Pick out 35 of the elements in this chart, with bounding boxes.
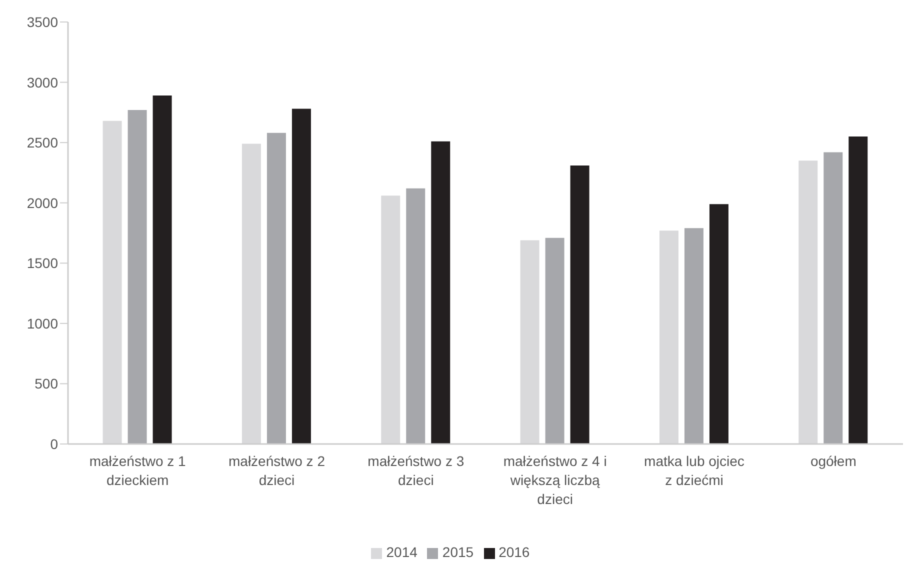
bar (824, 152, 843, 444)
x-tick-label: matka lub ojciec z dziećmi (644, 453, 744, 488)
y-tick-label: 1500 (26, 255, 58, 272)
legend-label: 2016 (498, 544, 530, 560)
bar (102, 120, 122, 444)
bar (406, 188, 426, 444)
bar (242, 144, 261, 444)
y-tick-label: 3500 (26, 14, 58, 30)
x-tick-label: małżeństwo z 1 dzieckiem (89, 453, 186, 488)
y-tick-label: 500 (34, 376, 58, 392)
bar (520, 240, 540, 444)
y-tick-label: 2000 (26, 194, 58, 211)
bar (798, 160, 818, 444)
x-tick-label: małżeństwo z 3 dzieci (368, 453, 464, 488)
bar (152, 96, 172, 444)
y-tick-label: 2500 (26, 134, 58, 151)
x-tick-label: małżeństwo z 4 i większą liczbą dzieci (503, 453, 607, 507)
bar (570, 165, 590, 444)
bar (545, 238, 564, 444)
y-tick-label: 0 (50, 436, 58, 452)
bar (848, 136, 868, 444)
y-tick-label: 1000 (26, 315, 58, 332)
y-tick-label: 3000 (26, 74, 58, 90)
bar (292, 108, 311, 444)
bar (684, 228, 704, 444)
legend-label: 2014 (386, 544, 418, 560)
bar (266, 132, 286, 444)
bar (381, 196, 400, 444)
x-tick-label: ogółem (810, 453, 856, 469)
legend-label: 2015 (442, 544, 474, 560)
bar (659, 230, 678, 444)
bar (431, 141, 450, 444)
bar (709, 204, 728, 444)
bar (128, 110, 147, 444)
x-tick-label: małżeństwo z 2 dzieci (228, 453, 326, 488)
